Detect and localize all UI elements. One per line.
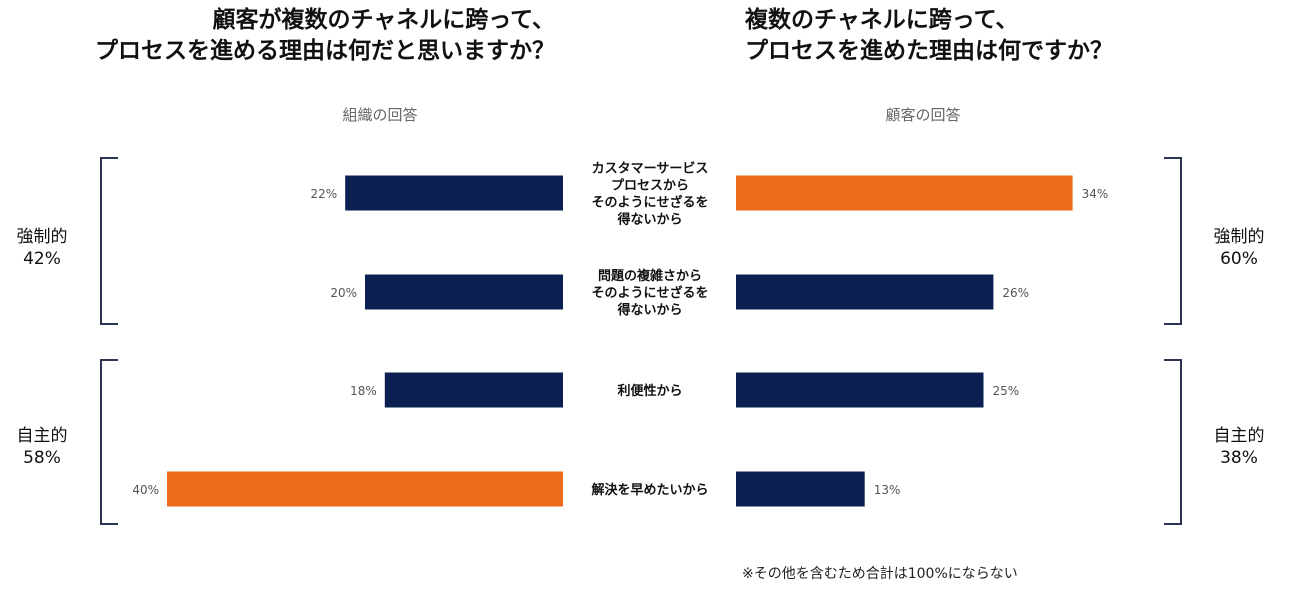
group-label-left-forced: 強制的 42%	[2, 226, 82, 270]
group-left-forced-name: 強制的	[16, 227, 68, 247]
category-label-1: 問題の複雑さからそのようにせざるを得ないから	[591, 268, 708, 318]
bracket-left-voluntary	[100, 359, 118, 525]
category-label-2: 利便性から	[617, 383, 682, 399]
bar-left-0	[345, 175, 563, 211]
value-label-left-1: 20%	[330, 286, 357, 300]
value-label-left-0: 22%	[311, 187, 338, 201]
group-right-forced-value: 60%	[1220, 249, 1258, 269]
value-label-left-3: 40%	[132, 483, 159, 497]
group-label-left-voluntary: 自主的 58%	[2, 425, 82, 469]
value-label-right-3: 13%	[874, 483, 901, 497]
group-brackets	[100, 157, 1182, 525]
bars-right	[736, 175, 1073, 507]
bar-left-2	[384, 372, 563, 408]
bar-left-1	[365, 274, 563, 310]
group-label-right-voluntary: 自主的 38%	[1199, 425, 1279, 469]
category-label-0: カスタマーサービスプロセスからそのようにせざるを得ないから	[591, 161, 708, 228]
footnote: ※その他を含むため合計は100%にならない	[742, 566, 1018, 582]
bar-left-3	[167, 471, 563, 507]
group-left-voluntary-name: 自主的	[16, 426, 68, 446]
bracket-right-forced	[1164, 157, 1182, 325]
title-right-line-1: 複数のチャネルに跨って、	[745, 7, 1019, 33]
category-label-3: 解決を早めたいから	[590, 482, 708, 498]
series-label-left: 組織の回答	[342, 106, 418, 124]
series-label-right: 顧客の回答	[885, 106, 961, 124]
category-labels: カスタマーサービスプロセスからそのようにせざるを得ないから問題の複雑さからそのよ…	[590, 161, 708, 499]
value-label-left-2: 18%	[350, 384, 377, 398]
title-right-line-2: プロセスを進めた理由は何ですか？	[745, 38, 1113, 64]
group-left-forced-value: 42%	[23, 249, 61, 269]
bars-left	[167, 175, 563, 507]
value-label-right-1: 26%	[1002, 286, 1029, 300]
group-label-right-forced: 強制的 60%	[1199, 226, 1279, 270]
title-left-line-2: プロセスを進める理由は何だと思いますか？	[95, 38, 555, 64]
group-right-forced-name: 強制的	[1213, 227, 1265, 247]
title-left: 顧客が複数のチャネルに跨って、 プロセスを進める理由は何だと思いますか？	[40, 5, 555, 67]
group-left-voluntary-value: 58%	[23, 448, 61, 468]
value-label-right-2: 25%	[993, 384, 1020, 398]
bar-right-0	[736, 175, 1073, 211]
bar-right-3	[736, 471, 865, 507]
bracket-right-voluntary	[1164, 359, 1182, 525]
group-right-voluntary-name: 自主的	[1213, 426, 1265, 446]
value-labels: 22% 20% 18% 40% 34% 26% 25% 13%	[132, 187, 1108, 497]
value-label-right-0: 34%	[1082, 187, 1109, 201]
title-right: 複数のチャネルに跨って、 プロセスを進めた理由は何ですか？	[745, 5, 1265, 67]
bar-right-2	[736, 372, 984, 408]
title-left-line-1: 顧客が複数のチャネルに跨って、	[212, 7, 555, 33]
bracket-left-forced	[100, 157, 118, 325]
bar-right-1	[736, 274, 994, 310]
group-right-voluntary-value: 38%	[1220, 448, 1258, 468]
